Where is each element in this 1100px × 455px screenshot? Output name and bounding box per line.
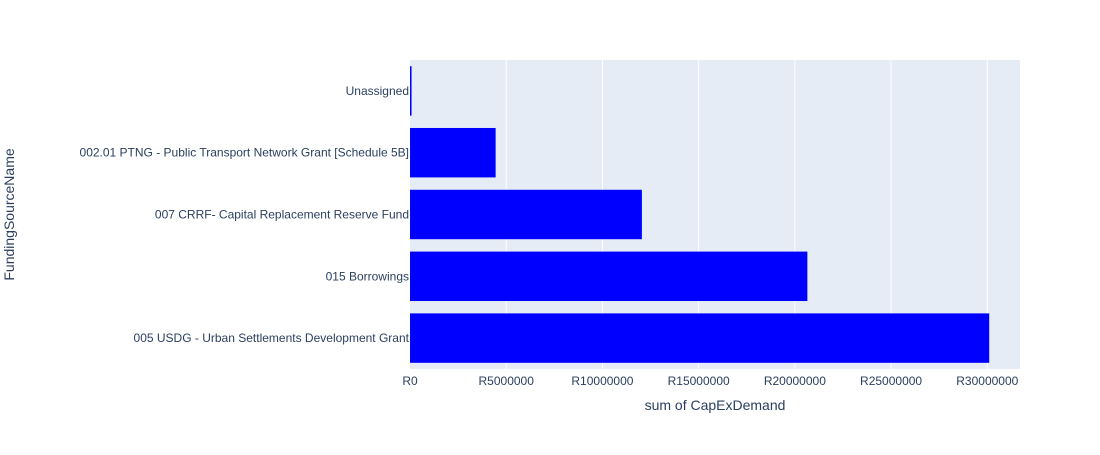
x-tick-label: R30000000 xyxy=(956,374,1018,388)
x-tick-label: R0 xyxy=(402,374,418,388)
y-tick-label: 002.01 PTNG - Public Transport Network G… xyxy=(80,146,409,160)
bars xyxy=(410,66,990,363)
x-tick-label: R10000000 xyxy=(571,374,633,388)
bar[interactable] xyxy=(410,313,990,363)
y-tick-labels: Unassigned 002.01 PTNG - Public Transport… xyxy=(80,84,410,345)
y-tick-label: 005 USDG - Urban Settlements Development… xyxy=(134,331,410,345)
x-tick-labels: R0 R5000000 R10000000 R15000000 R20000000 R25… xyxy=(402,374,1018,388)
x-tick-label: R20000000 xyxy=(764,374,826,388)
bar[interactable] xyxy=(410,251,808,302)
y-axis-title: FundingSourceName xyxy=(1,148,17,281)
y-tick-label: 007 CRRF- Capital Replacement Reserve Fu… xyxy=(155,208,409,222)
x-tick-label: R25000000 xyxy=(860,374,922,388)
y-tick-label: Unassigned xyxy=(346,84,409,98)
bar[interactable] xyxy=(410,127,496,178)
y-tick-label: 015 Borrowings xyxy=(326,269,409,283)
x-axis-title: sum of CapExDemand xyxy=(645,397,786,413)
x-tick-label: R5000000 xyxy=(479,374,535,388)
bar[interactable] xyxy=(410,189,642,240)
x-tick-label: R15000000 xyxy=(668,374,730,388)
bar[interactable] xyxy=(410,66,412,116)
